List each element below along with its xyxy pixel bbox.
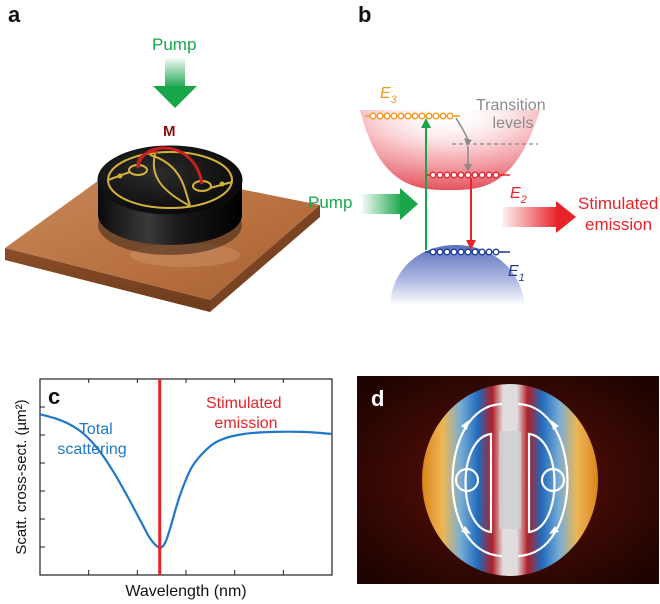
panel-letter-c: c xyxy=(48,384,60,409)
level-e2 xyxy=(425,171,510,179)
chart-ticks xyxy=(40,379,284,575)
y-axis-label: Scatt. cross-sect. (µm²) xyxy=(13,399,30,554)
e3-label: E3 xyxy=(380,85,398,106)
field-map: d xyxy=(357,376,659,584)
curve-label: Total scattering xyxy=(57,421,126,458)
scattering-chart: c Total scattering Stimulated emission W… xyxy=(13,378,333,600)
lower-band xyxy=(390,245,525,305)
level-e3 xyxy=(365,112,460,120)
e1-label: E1 xyxy=(508,263,525,284)
emission-label-c: Stimulated emission xyxy=(206,395,286,432)
microlaser-illustration: M xyxy=(5,58,320,312)
upper-band xyxy=(360,110,540,190)
e2-label: E2 xyxy=(510,185,527,206)
level-e1 xyxy=(425,248,510,256)
panel-letter-a: a xyxy=(8,2,21,27)
stimulated-emission-arrow xyxy=(502,201,576,233)
x-axis-label: Wavelength (nm) xyxy=(125,583,246,600)
stimulated-emission-label-b2: emission xyxy=(585,215,653,234)
panel-letter-b: b xyxy=(358,2,372,27)
panel-letter-d: d xyxy=(371,386,384,411)
stimulated-emission-label-b1: Stimulated xyxy=(578,194,659,213)
field-arrowheads xyxy=(461,420,559,534)
pump-arrow-b xyxy=(362,188,418,220)
total-scattering-curve xyxy=(39,413,333,549)
dielectric-cylinder xyxy=(97,145,243,255)
energy-level-diagram: E3 Transition levels E2 E1 xyxy=(360,85,576,305)
pump-arrow-a xyxy=(153,58,197,108)
pump-label-b: Pump xyxy=(308,193,353,212)
transition-label: Transition levels xyxy=(476,97,550,132)
field-lines xyxy=(451,402,569,558)
decay-arrow-1 xyxy=(455,117,469,141)
pump-label-a: Pump xyxy=(152,35,197,54)
marker-label-m: M xyxy=(163,123,176,140)
sphere-core xyxy=(499,431,521,529)
